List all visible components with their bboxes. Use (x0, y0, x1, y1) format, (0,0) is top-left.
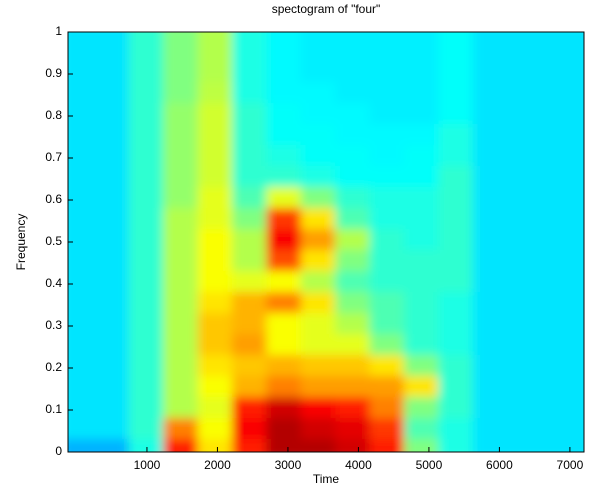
heatmap (68, 32, 584, 452)
heatmap-cells (68, 32, 584, 452)
y-tick-label: 0.1 (45, 402, 62, 416)
heatmap-cell (541, 32, 584, 61)
x-tick-label: 6000 (486, 458, 513, 472)
y-tick-label: 0.7 (45, 150, 62, 164)
y-tick-label: 0 (55, 444, 62, 458)
y-tick-label: 0.8 (45, 108, 62, 122)
x-tick-label: 2000 (204, 458, 231, 472)
chart-title: spectogram of "four" (272, 2, 381, 16)
y-tick-label: 0.3 (45, 318, 62, 332)
y-tick-label: 0.2 (45, 360, 62, 374)
y-axis-label: Frequency (14, 214, 28, 271)
x-tick-label: 1000 (134, 458, 161, 472)
y-tick-label: 0.5 (45, 234, 62, 248)
x-axis-label: Time (313, 472, 340, 486)
y-tick-label: 0.6 (45, 192, 62, 206)
x-tick-label: 5000 (416, 458, 443, 472)
y-tick-label: 0.4 (45, 276, 62, 290)
x-tick-label: 7000 (557, 458, 584, 472)
x-tick-label: 3000 (275, 458, 302, 472)
x-tick-label: 4000 (345, 458, 372, 472)
y-tick-label: 0.9 (45, 66, 62, 80)
y-tick-label: 1 (55, 24, 62, 38)
